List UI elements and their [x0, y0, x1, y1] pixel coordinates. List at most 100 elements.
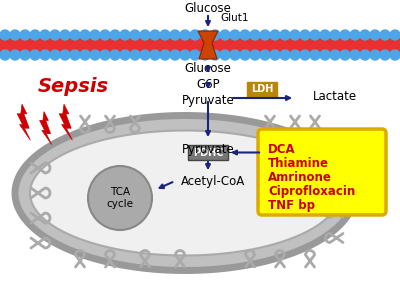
Circle shape [350, 50, 360, 60]
Text: LDH: LDH [251, 84, 273, 95]
Circle shape [300, 50, 310, 60]
Circle shape [340, 30, 350, 40]
Circle shape [170, 50, 180, 60]
Circle shape [270, 50, 280, 60]
Text: TNF bp: TNF bp [268, 199, 315, 212]
Text: Acetyl-CoA: Acetyl-CoA [181, 175, 245, 188]
Circle shape [250, 30, 260, 40]
Circle shape [260, 30, 270, 40]
Circle shape [200, 30, 210, 40]
Text: TCA
cycle: TCA cycle [106, 187, 134, 209]
Circle shape [340, 50, 350, 60]
Polygon shape [15, 115, 355, 270]
Circle shape [270, 30, 280, 40]
Text: Ciprofloxacin: Ciprofloxacin [268, 185, 355, 198]
Circle shape [210, 50, 220, 60]
Circle shape [180, 50, 190, 60]
Circle shape [360, 30, 370, 40]
Circle shape [80, 50, 90, 60]
Circle shape [220, 30, 230, 40]
Circle shape [120, 50, 130, 60]
Circle shape [110, 50, 120, 60]
FancyBboxPatch shape [247, 82, 277, 97]
Circle shape [88, 166, 152, 230]
Circle shape [110, 30, 120, 40]
Circle shape [180, 30, 190, 40]
Circle shape [300, 30, 310, 40]
Polygon shape [59, 104, 72, 140]
Circle shape [370, 30, 380, 40]
Text: DCA: DCA [268, 143, 296, 156]
Circle shape [280, 30, 290, 40]
Circle shape [10, 50, 20, 60]
Circle shape [130, 30, 140, 40]
Text: Thiamine: Thiamine [268, 157, 329, 170]
Circle shape [190, 50, 200, 60]
Circle shape [160, 50, 170, 60]
Text: Pyruvate: Pyruvate [182, 143, 234, 156]
Text: Glut1: Glut1 [220, 13, 248, 23]
Text: PDHC: PDHC [193, 147, 223, 158]
Circle shape [100, 50, 110, 60]
FancyBboxPatch shape [188, 145, 228, 160]
Circle shape [150, 30, 160, 40]
Circle shape [150, 50, 160, 60]
Circle shape [390, 30, 400, 40]
Circle shape [30, 50, 40, 60]
Circle shape [120, 30, 130, 40]
Circle shape [390, 50, 400, 60]
Circle shape [240, 30, 250, 40]
Polygon shape [198, 31, 218, 59]
Circle shape [20, 50, 30, 60]
Circle shape [260, 50, 270, 60]
Polygon shape [17, 104, 30, 140]
Text: Amrinone: Amrinone [268, 171, 332, 184]
Circle shape [360, 50, 370, 60]
Circle shape [0, 30, 10, 40]
Polygon shape [30, 130, 340, 255]
Circle shape [370, 50, 380, 60]
Circle shape [40, 50, 50, 60]
Circle shape [350, 30, 360, 40]
Circle shape [290, 50, 300, 60]
Circle shape [50, 50, 60, 60]
Polygon shape [40, 112, 52, 145]
Circle shape [10, 30, 20, 40]
Circle shape [190, 30, 200, 40]
Circle shape [310, 50, 320, 60]
Circle shape [30, 30, 40, 40]
Circle shape [330, 50, 340, 60]
Circle shape [240, 50, 250, 60]
Circle shape [280, 50, 290, 60]
Circle shape [70, 30, 80, 40]
Text: Glucose: Glucose [184, 62, 232, 75]
Circle shape [90, 30, 100, 40]
Circle shape [40, 30, 50, 40]
Circle shape [90, 50, 100, 60]
Circle shape [290, 30, 300, 40]
Circle shape [100, 30, 110, 40]
Circle shape [70, 50, 80, 60]
Circle shape [230, 30, 240, 40]
Text: Sepsis: Sepsis [38, 77, 109, 96]
Text: G6P: G6P [196, 78, 220, 91]
Circle shape [310, 30, 320, 40]
Circle shape [230, 50, 240, 60]
Circle shape [320, 30, 330, 40]
Circle shape [130, 50, 140, 60]
Circle shape [80, 30, 90, 40]
Circle shape [140, 30, 150, 40]
Bar [0, 35, 400, 55]
Circle shape [160, 30, 170, 40]
Circle shape [250, 50, 260, 60]
Circle shape [380, 30, 390, 40]
Circle shape [200, 50, 210, 60]
Circle shape [210, 30, 220, 40]
Circle shape [140, 50, 150, 60]
Circle shape [60, 30, 70, 40]
Circle shape [330, 30, 340, 40]
Circle shape [20, 30, 30, 40]
Text: Glucose: Glucose [184, 2, 232, 15]
Circle shape [220, 50, 230, 60]
Circle shape [320, 50, 330, 60]
